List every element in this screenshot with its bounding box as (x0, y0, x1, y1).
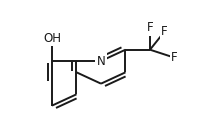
Text: F: F (147, 21, 153, 34)
Text: OH: OH (43, 32, 61, 45)
Text: F: F (171, 51, 178, 64)
Text: F: F (161, 25, 168, 38)
Text: N: N (97, 55, 105, 68)
